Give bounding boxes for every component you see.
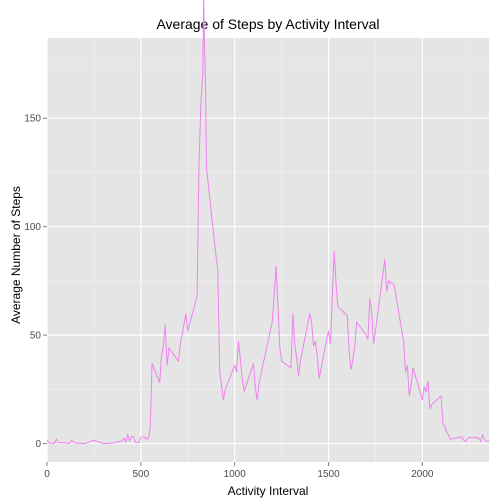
y-tick-label: 0 xyxy=(35,439,41,450)
x-tick-labels: 0 500 1000 1500 2000 xyxy=(44,469,434,480)
major-gridlines xyxy=(46,38,489,462)
minor-gridlines xyxy=(47,38,489,462)
x-tick-label: 1000 xyxy=(224,469,247,480)
y-tick-label: 100 xyxy=(24,222,41,233)
x-tick-label: 2000 xyxy=(411,469,434,480)
y-tick-label: 50 xyxy=(30,331,42,342)
series-line xyxy=(46,0,490,445)
chart-title: Average of Steps by Activity Interval xyxy=(156,16,379,32)
plot-panel xyxy=(47,38,489,462)
x-tick-label: 500 xyxy=(132,469,149,480)
x-tick-label: 1500 xyxy=(317,469,340,480)
x-axis-label: Activity Interval xyxy=(228,484,309,498)
y-tick-labels: 0 50 100 150 xyxy=(24,114,41,450)
y-axis-label: Average Number of Steps xyxy=(9,186,23,324)
y-tick-label: 150 xyxy=(24,114,41,125)
axis-ticks xyxy=(43,117,423,466)
x-tick-label: 0 xyxy=(44,469,50,480)
